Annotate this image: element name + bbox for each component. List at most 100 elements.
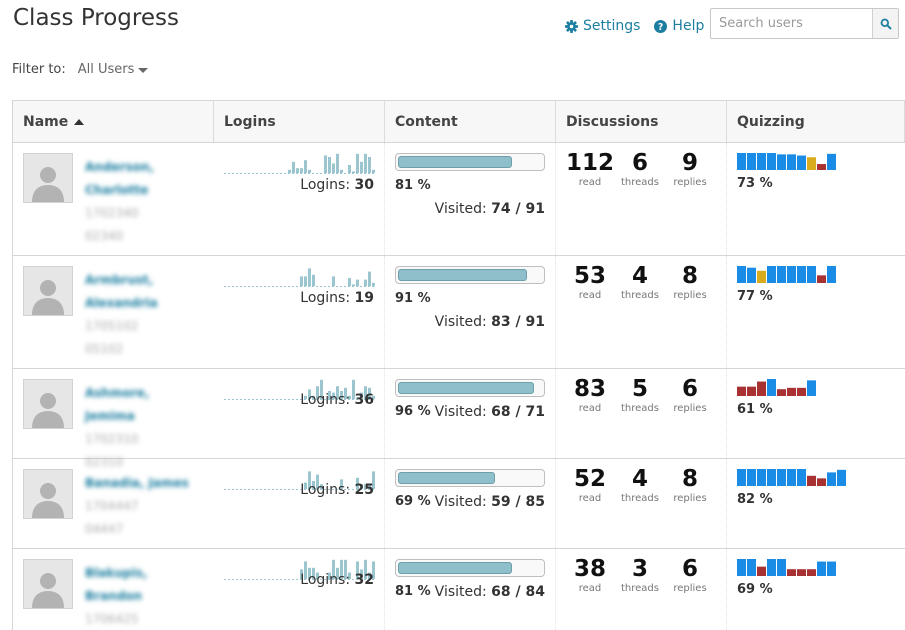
quiz-score-bar	[737, 559, 746, 576]
replies-label: replies	[673, 403, 707, 414]
settings-link[interactable]: Settings	[565, 18, 640, 34]
logins-count: 30	[354, 177, 374, 193]
login-spark-bar	[340, 479, 343, 489]
login-spark-bar	[352, 379, 355, 399]
student-name-link[interactable]: Ashmore, Jemima	[85, 386, 150, 423]
student-name-link[interactable]: Anderson, Charlotte	[85, 160, 154, 197]
student-short-id: 02340	[85, 229, 124, 243]
login-spark-bar	[364, 484, 367, 489]
avatar[interactable]	[23, 559, 73, 609]
name-cell: Banadia, James 1704447 04447	[13, 459, 214, 548]
avatar[interactable]	[23, 153, 73, 203]
quiz-percent: 73 %	[737, 176, 773, 191]
student-short-id: 05102	[85, 342, 124, 356]
quiz-percent: 61 %	[737, 402, 773, 417]
table-row: Banadia, James 1704447 04447 Logins: 25 …	[13, 459, 905, 549]
discussions-threads: 3 threads	[615, 555, 665, 595]
logins-count: 19	[354, 290, 374, 306]
quiz-score-bar	[757, 469, 766, 486]
quiz-score-bar	[767, 266, 776, 283]
student-name-link[interactable]: Armbrust, Alexandria	[85, 273, 158, 310]
search-input[interactable]	[711, 9, 872, 38]
logins-label: Logins:	[300, 177, 355, 193]
login-spark-bar	[372, 395, 375, 399]
login-spark-bar	[364, 279, 367, 286]
login-spark-bar	[328, 572, 331, 579]
visited-summary: Visited: 68 / 71	[435, 404, 545, 420]
logins-summary: Logins: 32	[300, 572, 374, 588]
login-spark-bar	[300, 276, 303, 286]
quiz-percent: 69 %	[737, 582, 773, 597]
filter-value: All Users	[77, 62, 135, 77]
discussions-cell: 53 read 4 threads 8 replies	[556, 256, 727, 368]
login-spark-bar	[356, 279, 359, 286]
content-percent: 96 %	[395, 404, 431, 419]
content-progress-bar	[395, 379, 545, 397]
name-cell: Anderson, Charlotte 1702340 02340	[13, 143, 214, 255]
logins-sparkline	[224, 268, 375, 287]
login-spark-bar	[356, 477, 359, 489]
avatar[interactable]	[23, 379, 73, 429]
replies-label: replies	[673, 177, 707, 188]
logins-count: 25	[354, 482, 374, 498]
login-spark-bar	[308, 268, 311, 286]
logins-sparkline	[224, 153, 375, 174]
threads-label: threads	[621, 403, 659, 414]
student-id: 1704447	[85, 499, 139, 513]
student-name-link[interactable]: Banadia, James	[85, 476, 189, 490]
discussions-read: 53 read	[565, 262, 615, 302]
login-spark-bar	[368, 271, 371, 286]
avatar[interactable]	[23, 469, 73, 519]
login-spark-bar	[316, 474, 319, 489]
table-row: Blakupis, Brandon 1706425 06425 Logins: …	[13, 549, 905, 630]
quiz-score-bar	[817, 478, 826, 486]
logins-sparkline	[224, 471, 375, 490]
student-name-link[interactable]: Blakupis, Brandon	[85, 566, 148, 603]
column-header-name[interactable]: Name	[13, 101, 214, 142]
table-row: Ashmore, Jemima 1702310 02310 Logins: 36…	[13, 369, 905, 469]
quiz-score-bar	[827, 561, 836, 576]
login-spark-bar	[352, 171, 355, 173]
login-spark-bar	[340, 169, 343, 173]
quiz-score-bar	[777, 469, 786, 486]
quiz-score-bar	[777, 154, 786, 170]
login-spark-bar	[304, 561, 307, 579]
threads-label: threads	[621, 583, 659, 594]
visited-label: Visited:	[434, 314, 492, 330]
login-spark-bar	[304, 276, 307, 286]
login-spark-bar	[332, 163, 335, 173]
login-spark-bar	[372, 471, 375, 489]
visited-summary: Visited: 68 / 84	[435, 584, 545, 600]
login-spark-bar	[364, 153, 367, 173]
logins-summary: Logins: 25	[300, 482, 374, 498]
quiz-score-bar	[827, 153, 836, 170]
login-spark-bar	[296, 168, 299, 173]
content-cell: 96 % Visited: 68 / 71	[385, 369, 556, 458]
name-cell: Ashmore, Jemima 1702310 02310	[13, 369, 214, 469]
quiz-score-bar	[777, 559, 786, 576]
login-spark-bar	[308, 169, 311, 173]
login-spark-bar	[320, 484, 323, 489]
read-count: 112	[565, 150, 614, 176]
logins-label: Logins:	[300, 392, 355, 408]
threads-count: 3	[631, 556, 648, 582]
filter-dropdown[interactable]: All Users	[78, 62, 149, 77]
content-progress-fill	[398, 562, 513, 574]
help-link[interactable]: ? Help	[654, 18, 704, 34]
search-button[interactable]	[872, 9, 898, 38]
avatar[interactable]	[23, 266, 73, 316]
student-short-id: 04447	[85, 522, 124, 536]
quiz-score-bar	[747, 386, 756, 396]
discussions-cell: 112 read 6 threads 9 replies	[556, 143, 727, 255]
quiz-score-bar	[807, 569, 816, 576]
login-spark-bar	[344, 387, 347, 399]
quiz-score-bar	[797, 155, 806, 170]
content-progress-bar	[395, 559, 545, 577]
name-cell: Armbrust, Alexandria 1705102 05102	[13, 256, 214, 368]
login-spark-bar	[332, 276, 335, 286]
name-cell: Blakupis, Brandon 1706425 06425	[13, 549, 214, 630]
login-spark-bar	[348, 572, 351, 579]
login-spark-bar	[348, 278, 351, 286]
logins-label: Logins:	[300, 572, 355, 588]
top-links: Settings ? Help	[565, 18, 704, 34]
